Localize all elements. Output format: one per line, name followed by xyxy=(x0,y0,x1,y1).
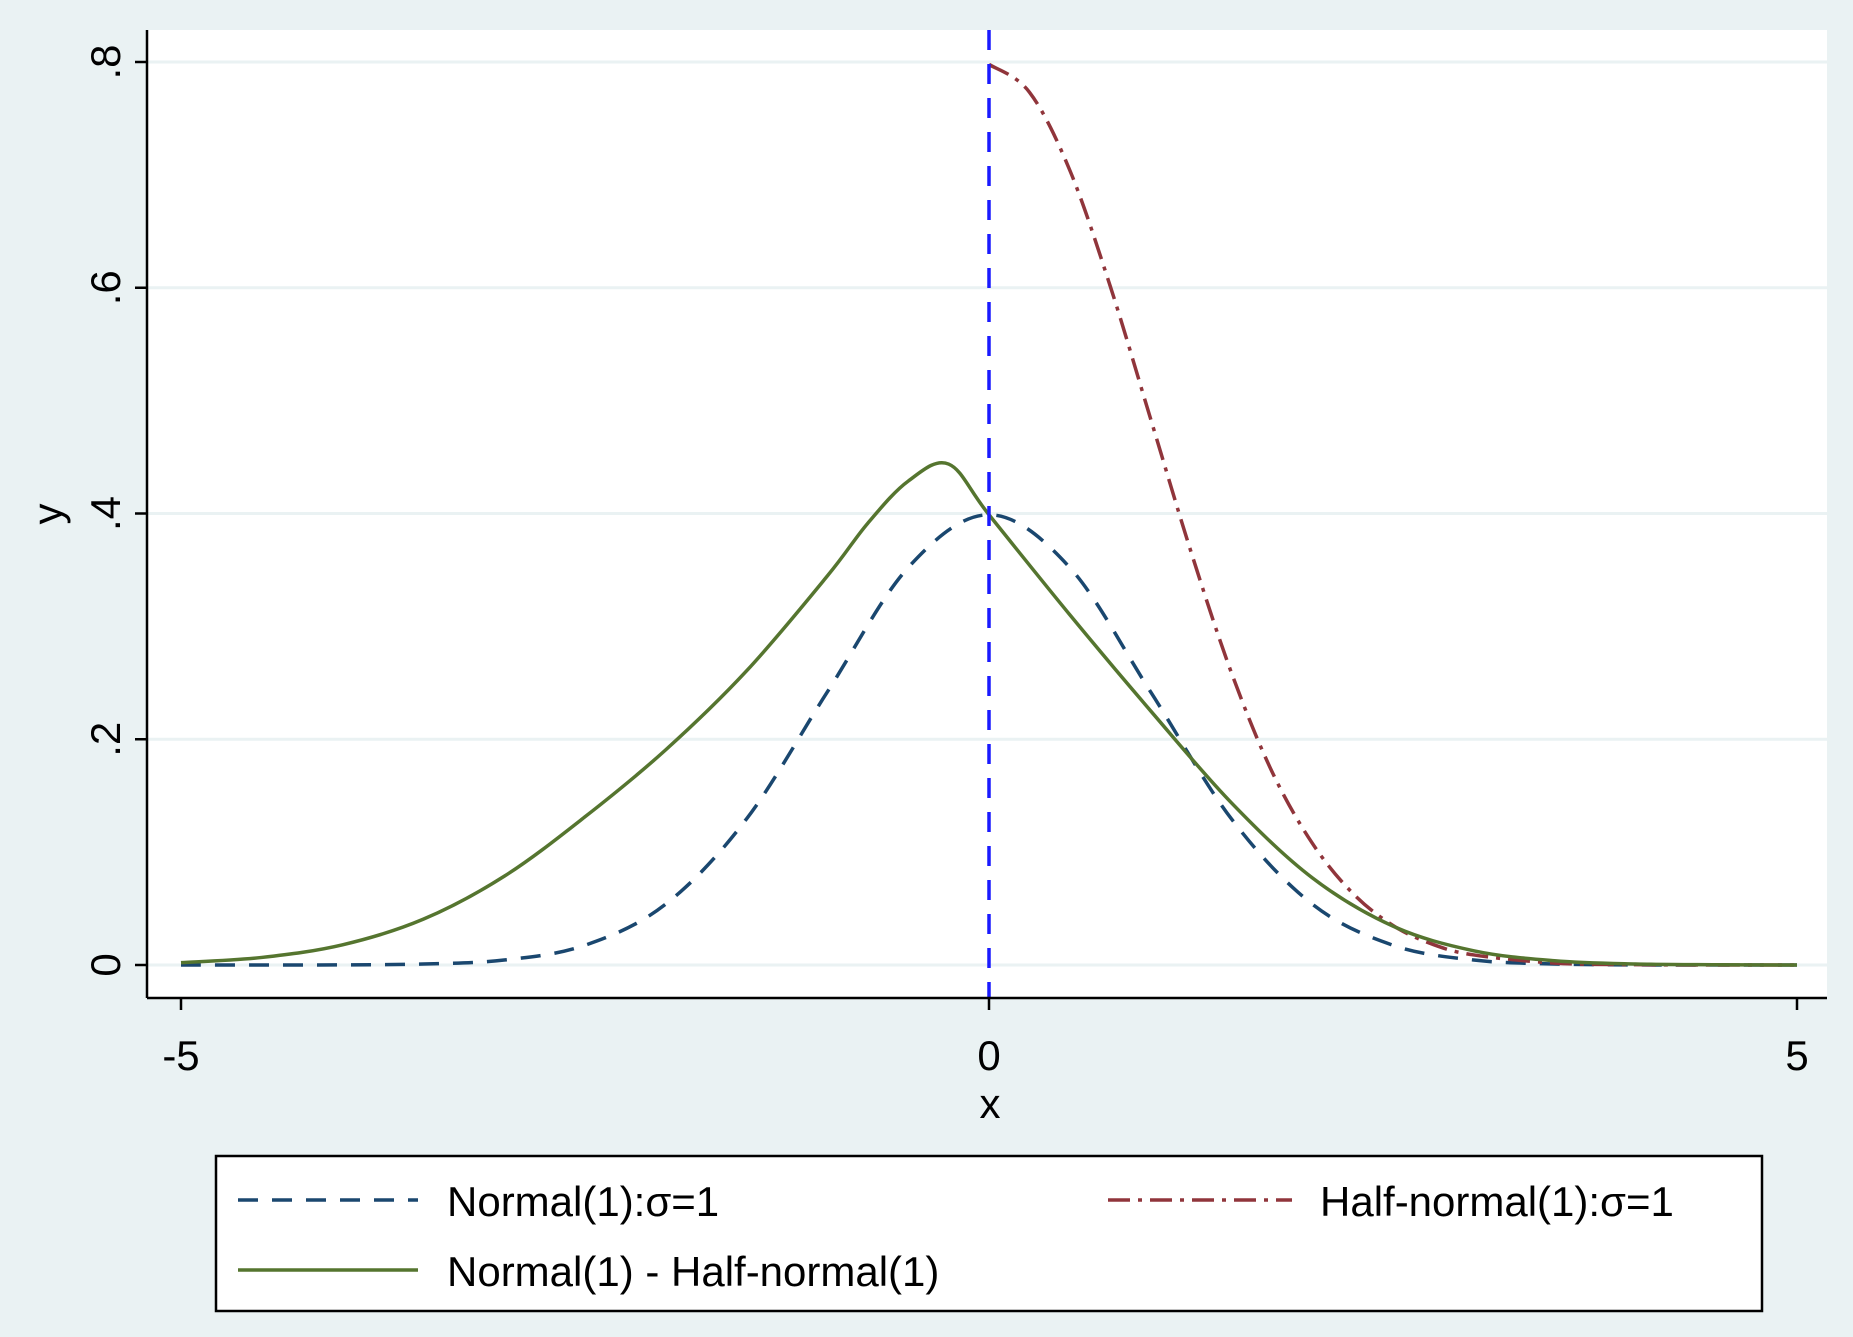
y-tick-label: 0 xyxy=(82,953,129,976)
y-axis-title: y xyxy=(24,504,71,525)
x-tick-label: 5 xyxy=(1785,1032,1808,1079)
legend-label-difference: Normal(1) - Half-normal(1) xyxy=(447,1248,939,1295)
x-tick-label: -5 xyxy=(162,1032,199,1079)
series-line-half-normal xyxy=(988,62,1798,967)
legend-label-half-normal: Half-normal(1):σ=1 xyxy=(1320,1178,1674,1225)
y-tick-label: .2 xyxy=(82,722,129,757)
y-tick-label: .4 xyxy=(82,496,129,531)
legend: Normal(1):σ=1 Half-normal(1):σ=1 Normal(… xyxy=(214,1154,1764,1313)
y-tick-label: .6 xyxy=(82,270,129,305)
x-tick-label: 0 xyxy=(977,1032,1000,1079)
legend-box xyxy=(214,1154,1764,1313)
legend-label-normal: Normal(1):σ=1 xyxy=(447,1178,719,1225)
y-tick-label: .8 xyxy=(82,44,129,79)
x-axis-title: x xyxy=(980,1080,1001,1127)
axes: 0 .2 .4 .6 .8 -5 0 5 xyxy=(82,30,1827,1079)
series-lines xyxy=(180,30,1798,998)
series-line-normal xyxy=(180,512,1798,967)
series-line-difference xyxy=(180,461,1798,967)
